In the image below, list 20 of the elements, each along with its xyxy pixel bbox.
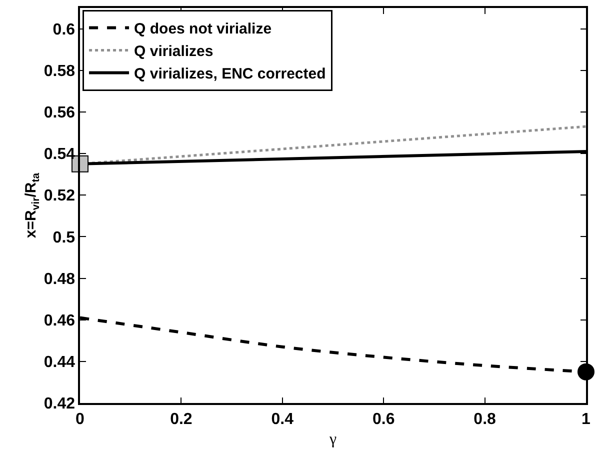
x-axis-title: γ bbox=[328, 431, 337, 448]
x-tick-label: 1 bbox=[582, 410, 591, 428]
y-tick-label: 0.56 bbox=[44, 104, 76, 122]
x-tick-label: 0 bbox=[76, 410, 85, 428]
legend-label: Q virializes bbox=[134, 43, 214, 60]
y-tick-label: 0.46 bbox=[44, 312, 76, 330]
legend-label: Q does not virialize bbox=[134, 20, 272, 38]
y-tick-label: 0.54 bbox=[44, 146, 76, 164]
y-tick-label: 0.48 bbox=[44, 270, 76, 288]
x-tick-label: 0.8 bbox=[474, 410, 496, 428]
x-tick-label: 0.4 bbox=[271, 410, 294, 428]
legend-label: Q virializes, ENC corrected bbox=[134, 66, 326, 83]
y-tick-label: 0.42 bbox=[44, 396, 76, 413]
x-tick-label: 0.2 bbox=[170, 410, 192, 428]
y-tick-label: 0.5 bbox=[52, 229, 76, 246]
y-tick-label: 0.44 bbox=[44, 354, 76, 372]
y-tick-label: 0.52 bbox=[44, 188, 76, 205]
y-tick-label: 0.58 bbox=[44, 62, 76, 80]
y-tick-label: 0.6 bbox=[52, 21, 76, 38]
x-tick-label: 0.6 bbox=[372, 410, 395, 428]
